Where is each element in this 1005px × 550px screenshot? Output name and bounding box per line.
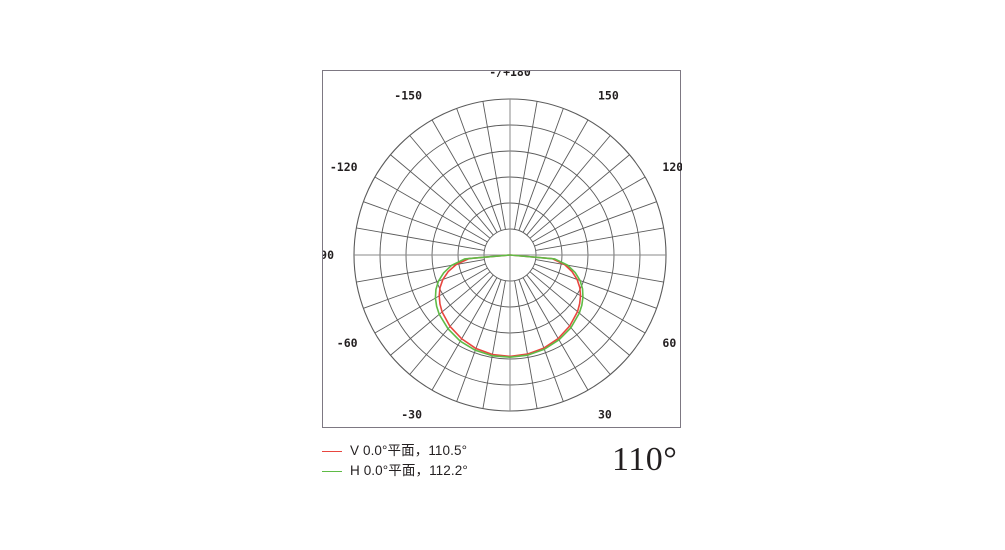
svg-text:120: 120	[662, 160, 682, 174]
svg-text:-/+180: -/+180	[489, 71, 531, 79]
legend-label-v: V 0.0°平面，110.5°	[350, 443, 468, 458]
svg-text:-30: -30	[401, 407, 422, 421]
svg-text:30: 30	[598, 407, 612, 421]
line-swatch-red-icon	[322, 450, 342, 452]
svg-text:-150: -150	[394, 89, 422, 103]
chart-legend: V 0.0°平面，110.5° H 0.0°平面，112.2°	[322, 441, 582, 481]
svg-text:60: 60	[662, 336, 676, 350]
polar-series-curves	[434, 254, 584, 358]
svg-text:-120: -120	[330, 160, 358, 174]
legend-label-h: H 0.0°平面，112.2°	[350, 463, 468, 478]
svg-text:-90: -90	[323, 248, 334, 262]
polar-plot-svg: 0306090120150-/+180-150-120-90-60-30	[323, 71, 682, 421]
legend-item-h[interactable]: H 0.0°平面，112.2°	[322, 461, 582, 481]
beam-angle-callout: 110°	[612, 441, 678, 478]
svg-text:-60: -60	[337, 336, 358, 350]
svg-text:150: 150	[598, 89, 619, 103]
polar-angle-labels: 0306090120150-/+180-150-120-90-60-30	[323, 71, 682, 421]
line-swatch-green-icon	[322, 470, 342, 472]
polar-plot-frame: 0306090120150-/+180-150-120-90-60-30	[322, 70, 682, 428]
legend-item-v[interactable]: V 0.0°平面，110.5°	[322, 441, 582, 461]
